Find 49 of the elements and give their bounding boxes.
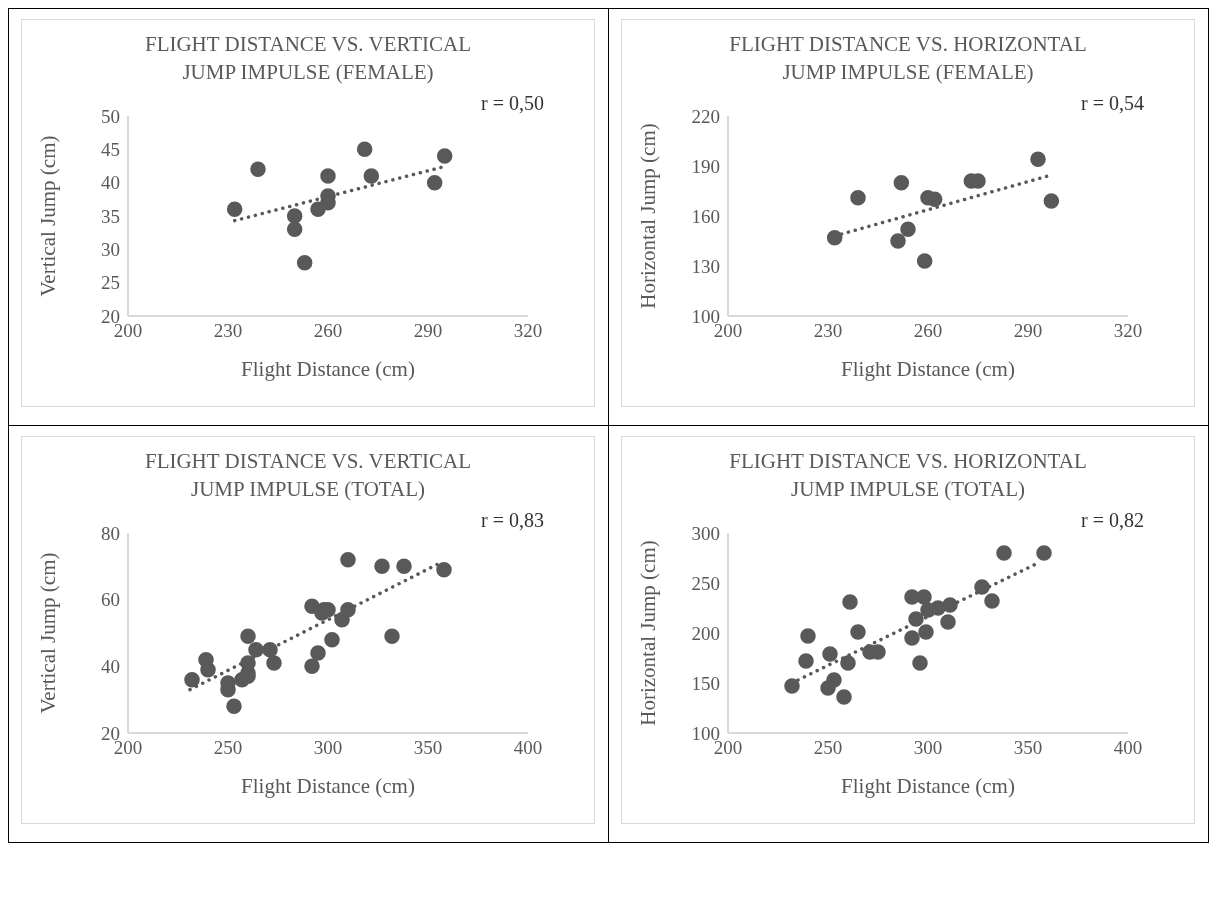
x-tick-label: 230 — [213, 320, 243, 342]
x-axis-title: Flight Distance (cm) — [241, 357, 415, 381]
y-tick-label: 160 — [691, 205, 720, 227]
x-tick-label: 260 — [313, 320, 343, 342]
x-axis-title: Flight Distance (cm) — [841, 774, 1015, 798]
y-tick-label: 40 — [101, 656, 120, 678]
x-tick-label: 320 — [513, 320, 543, 342]
x-tick-label: 300 — [313, 737, 343, 759]
y-tick-label: 150 — [691, 672, 720, 694]
y-tick-label: 250 — [691, 572, 720, 594]
text: r = 0,54 — [1081, 92, 1144, 115]
y-tick-label: 200 — [691, 622, 720, 644]
x-tick-label: 250 — [813, 737, 843, 759]
y-tick-label: 35 — [101, 205, 120, 227]
x-tick-label: 290 — [413, 320, 443, 342]
y-axis-title: Horizontal Jump (cm) — [636, 123, 661, 309]
chart-title: FLIGHT DISTANCE VS. VERTICAL JUMP IMPULSE (TOTAL) — [143, 448, 473, 503]
x-tick-label: 230 — [813, 320, 843, 342]
y-tick-label: 60 — [101, 589, 120, 611]
y-tick-label: 130 — [691, 255, 720, 277]
x-tick-label: 350 — [413, 737, 443, 759]
x-tick-label: 300 — [913, 737, 943, 759]
y-axis-title: Horizontal Jump (cm) — [636, 540, 661, 726]
y-tick-label: 300 — [691, 522, 720, 544]
text: r = 0,82 — [1081, 509, 1144, 532]
y-tick-label: 25 — [101, 272, 120, 294]
text: r = 0,83 — [481, 509, 544, 532]
x-tick-label: 400 — [1113, 737, 1143, 759]
x-tick-label: 350 — [1013, 737, 1043, 759]
y-tick-label: 45 — [101, 139, 120, 161]
x-tick-label: 250 — [213, 737, 243, 759]
x-axis-title: Flight Distance (cm) — [841, 357, 1015, 381]
x-tick-label: 400 — [513, 737, 543, 759]
chart-title: FLIGHT DISTANCE VS. HORIZONTAL JUMP IMPULSE (TOTAL) — [728, 448, 1088, 503]
y-tick-label: 190 — [691, 155, 720, 177]
text: r = 0,50 — [481, 92, 544, 115]
y-tick-label: 220 — [691, 105, 720, 127]
x-tick-label: 320 — [1113, 320, 1143, 342]
x-tick-label: 260 — [913, 320, 943, 342]
chart-title: FLIGHT DISTANCE VS. VERTICAL JUMP IMPULSE (FEMALE) — [143, 31, 473, 86]
x-tick-label: 290 — [1013, 320, 1043, 342]
y-tick-label: 50 — [101, 105, 120, 127]
x-axis-title: Flight Distance (cm) — [241, 774, 415, 798]
chart-title: FLIGHT DISTANCE VS. HORIZONTAL JUMP IMPULSE (FEMALE) — [728, 31, 1088, 86]
y-tick-label: 80 — [101, 522, 120, 544]
y-axis-title: Vertical Jump (cm) — [36, 135, 61, 297]
y-tick-label: 40 — [101, 172, 120, 194]
y-tick-label: 30 — [101, 239, 120, 261]
y-axis-title: Vertical Jump (cm) — [36, 552, 61, 714]
